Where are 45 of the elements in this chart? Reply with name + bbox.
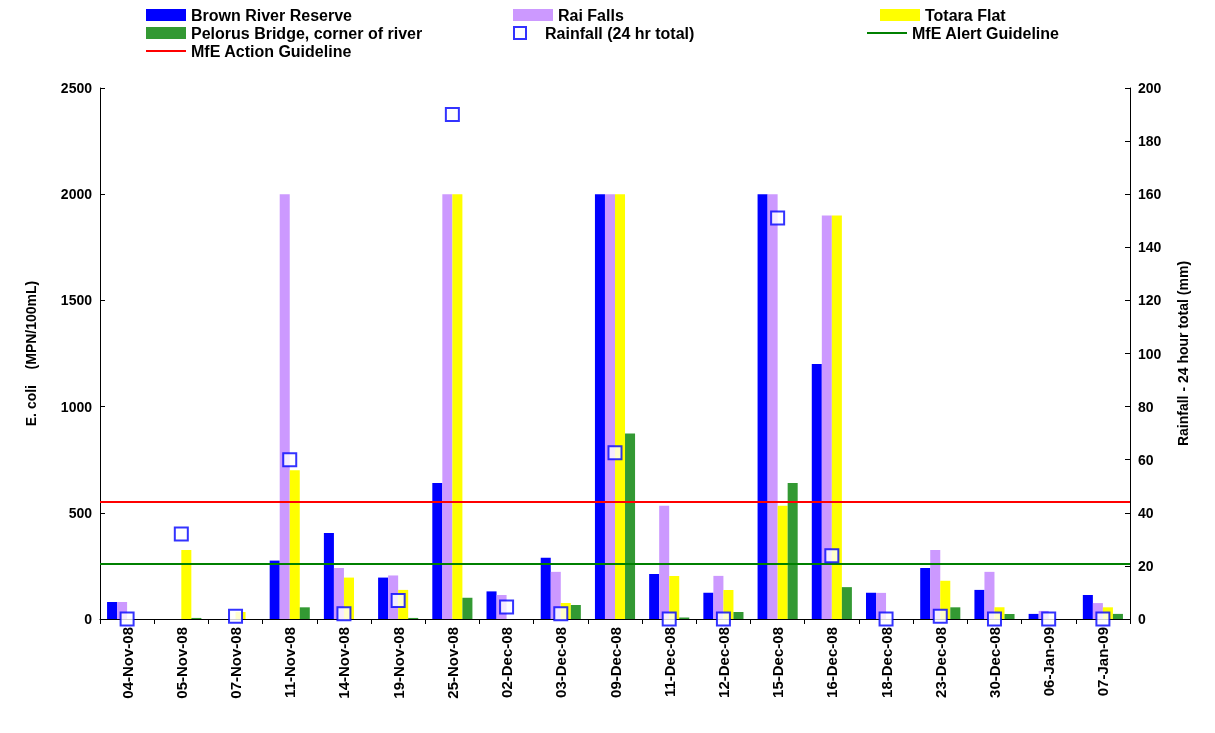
- y-tick-label: 2000: [60, 186, 93, 203]
- y2-tick-label: 160: [1138, 186, 1162, 203]
- legend-label: Rai Falls: [558, 6, 624, 24]
- y2-tick-label: 100: [1138, 345, 1162, 362]
- y-axis-title: E. coli (MPN/100mL): [23, 280, 39, 427]
- y-tick-label: 1000: [60, 398, 93, 415]
- x-tick-label: 06-Jan-09: [1040, 627, 1058, 697]
- x-tick-label: 09-Dec-08: [606, 627, 624, 698]
- x-tick-label: 15-Dec-08: [769, 627, 787, 698]
- x-tick-label: 18-Dec-08: [877, 627, 895, 698]
- x-tick-label: 07-Jan-09: [1094, 627, 1112, 697]
- y2-tick-label: 200: [1138, 80, 1162, 96]
- y2-tick-label: 140: [1138, 239, 1162, 256]
- x-tick-label: 11-Dec-08: [660, 627, 678, 698]
- x-tick-label: 12-Dec-08: [714, 627, 732, 698]
- x-tick-label: 02-Dec-08: [498, 627, 516, 698]
- y-tick-label: 1500: [60, 292, 93, 309]
- x-tick-label: 14-Nov-08: [335, 627, 353, 699]
- y2-tick-label: 60: [1138, 451, 1154, 468]
- x-tick-label: 11-Nov-08: [281, 627, 299, 698]
- x-tick-label: 25-Nov-08: [443, 627, 461, 699]
- y2-tick-label: 20: [1138, 557, 1154, 574]
- legend-label: MfE Alert Guideline: [912, 24, 1060, 42]
- x-tick-label: 07-Nov-08: [227, 627, 245, 699]
- legend-label: Pelorus Bridge, corner of river: [191, 24, 423, 42]
- x-tick-label: 03-Dec-08: [552, 627, 570, 698]
- y2-tick-label: 120: [1138, 292, 1162, 309]
- y2-tick-label: 40: [1138, 504, 1154, 521]
- legend-label: MfE Action Guideline: [191, 42, 352, 60]
- y2-tick-label: 0: [1138, 611, 1146, 627]
- x-tick-label: 30-Dec-08: [985, 627, 1003, 698]
- x-tick-label: 05-Nov-08: [172, 627, 190, 699]
- y2-axis-title: Rainfall - 24 hour total (mm): [1175, 260, 1191, 447]
- legend-label: Totara Flat: [925, 6, 1007, 24]
- y-tick-label: 500: [68, 504, 93, 521]
- x-tick-label: 23-Dec-08: [931, 627, 949, 698]
- y2-tick-label: 80: [1138, 398, 1154, 415]
- x-tick-label: 04-Nov-08: [118, 627, 136, 699]
- y-tick-label: 2500: [60, 80, 93, 96]
- x-tick-label: 19-Nov-08: [389, 627, 407, 699]
- legend-label: Rainfall (24 hr total): [545, 24, 695, 42]
- y2-tick-label: 180: [1138, 133, 1162, 150]
- y-tick-label: 0: [84, 611, 93, 627]
- x-tick-label: 16-Dec-08: [823, 627, 841, 698]
- legend-label: Brown River Reserve: [191, 6, 353, 24]
